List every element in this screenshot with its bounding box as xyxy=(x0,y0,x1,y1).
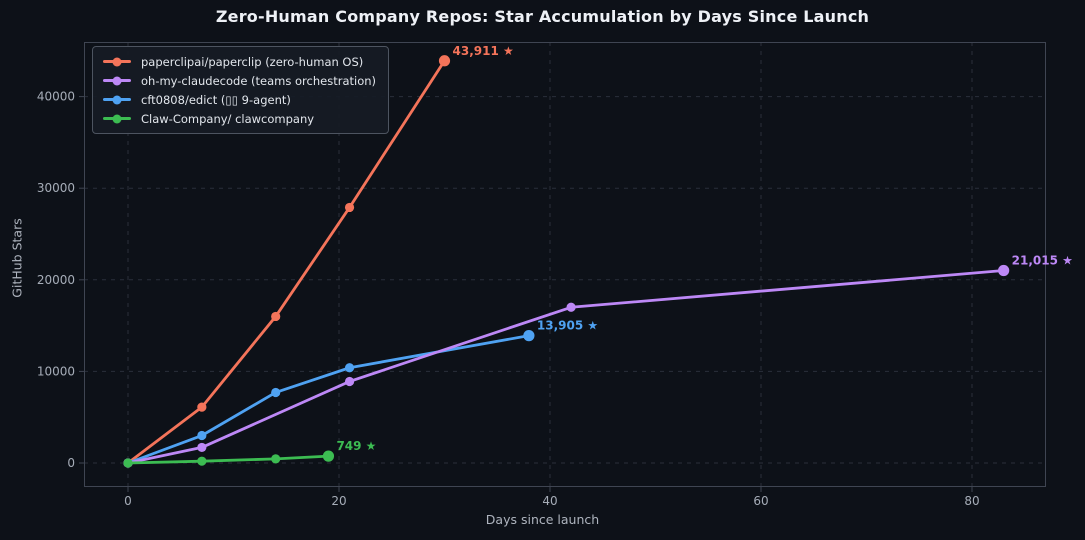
endpoint-annotation: 749 ★ xyxy=(336,439,376,453)
legend-label: cft0808/edict (▯▯ 9-agent) xyxy=(141,92,291,107)
legend-item: cft0808/edict (▯▯ 9-agent) xyxy=(103,92,376,107)
data-point-marker xyxy=(344,202,355,213)
data-point-marker xyxy=(123,458,133,468)
legend-label: paperclipai/paperclip (zero-human OS) xyxy=(141,54,364,69)
data-point-marker xyxy=(438,55,451,67)
x-tick-label: 0 xyxy=(124,494,132,508)
x-tick-label: 40 xyxy=(542,494,557,508)
legend-dot-icon xyxy=(112,95,122,104)
plot-spines xyxy=(84,42,1046,487)
data-point-marker xyxy=(523,330,535,342)
data-point-marker xyxy=(998,264,1010,277)
y-tick-label: 0 xyxy=(67,456,75,470)
series-line xyxy=(126,454,330,465)
x-tick-label: 20 xyxy=(331,494,346,508)
legend-line-marker-icon xyxy=(103,57,131,66)
endpoint-annotation: 43,911 ★ xyxy=(453,44,514,58)
data-point-marker xyxy=(566,302,576,312)
legend-item: Claw-Company/ clawcompany xyxy=(103,111,376,126)
legend-label: oh-my-claudecode (teams orchestration) xyxy=(141,73,377,88)
series-line xyxy=(126,269,1006,465)
endpoint-annotation: 13,905 ★ xyxy=(537,319,598,333)
data-point-marker xyxy=(344,363,355,373)
x-tick-label: 80 xyxy=(964,494,979,508)
x-tick-label: 60 xyxy=(753,494,768,508)
legend-item: paperclipai/paperclip (zero-human OS) xyxy=(103,54,376,69)
data-point-marker xyxy=(271,311,281,322)
data-point-marker xyxy=(197,442,207,453)
legend-line-marker-icon xyxy=(103,76,131,85)
legend-line-marker-icon xyxy=(103,114,131,123)
data-point-marker xyxy=(271,387,281,398)
y-tick-label: 40000 xyxy=(37,90,75,104)
legend-line-marker-icon xyxy=(103,95,131,104)
legend-item: oh-my-claudecode (teams orchestration) xyxy=(103,73,376,88)
y-axis-label: GitHub Stars xyxy=(9,218,25,298)
data-point-marker xyxy=(322,450,335,462)
chart-title: Zero-Human Company Repos: Star Accumulat… xyxy=(215,7,870,26)
legend-dot-icon xyxy=(112,114,122,123)
legend-dot-icon xyxy=(112,76,122,85)
data-point-marker xyxy=(197,402,207,412)
data-point-marker xyxy=(344,376,355,387)
y-tick-label: 20000 xyxy=(37,273,75,287)
legend-label: Claw-Company/ clawcompany xyxy=(141,111,315,126)
data-point-marker xyxy=(197,456,207,466)
series-line xyxy=(126,334,531,465)
legend-dot-icon xyxy=(112,57,122,66)
y-tick-label: 30000 xyxy=(37,181,75,195)
data-point-marker xyxy=(271,454,281,464)
y-tick-label: 10000 xyxy=(37,364,75,378)
endpoint-annotation: 21,015 ★ xyxy=(1012,254,1073,268)
data-point-marker xyxy=(197,430,207,441)
x-axis-label: Days since launch xyxy=(485,512,600,527)
legend: paperclipai/paperclip (zero-human OS) oh-… xyxy=(92,46,390,134)
